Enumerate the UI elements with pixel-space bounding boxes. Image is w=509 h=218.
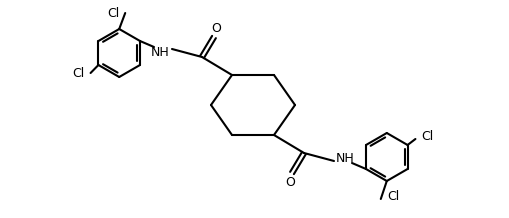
Text: O: O [285, 175, 294, 189]
Text: NH: NH [335, 152, 354, 165]
Text: Cl: Cl [386, 191, 398, 203]
Text: NH: NH [151, 46, 169, 58]
Text: Cl: Cl [72, 66, 84, 80]
Text: O: O [211, 22, 220, 34]
Text: Cl: Cl [420, 131, 433, 143]
Text: Cl: Cl [107, 7, 119, 19]
